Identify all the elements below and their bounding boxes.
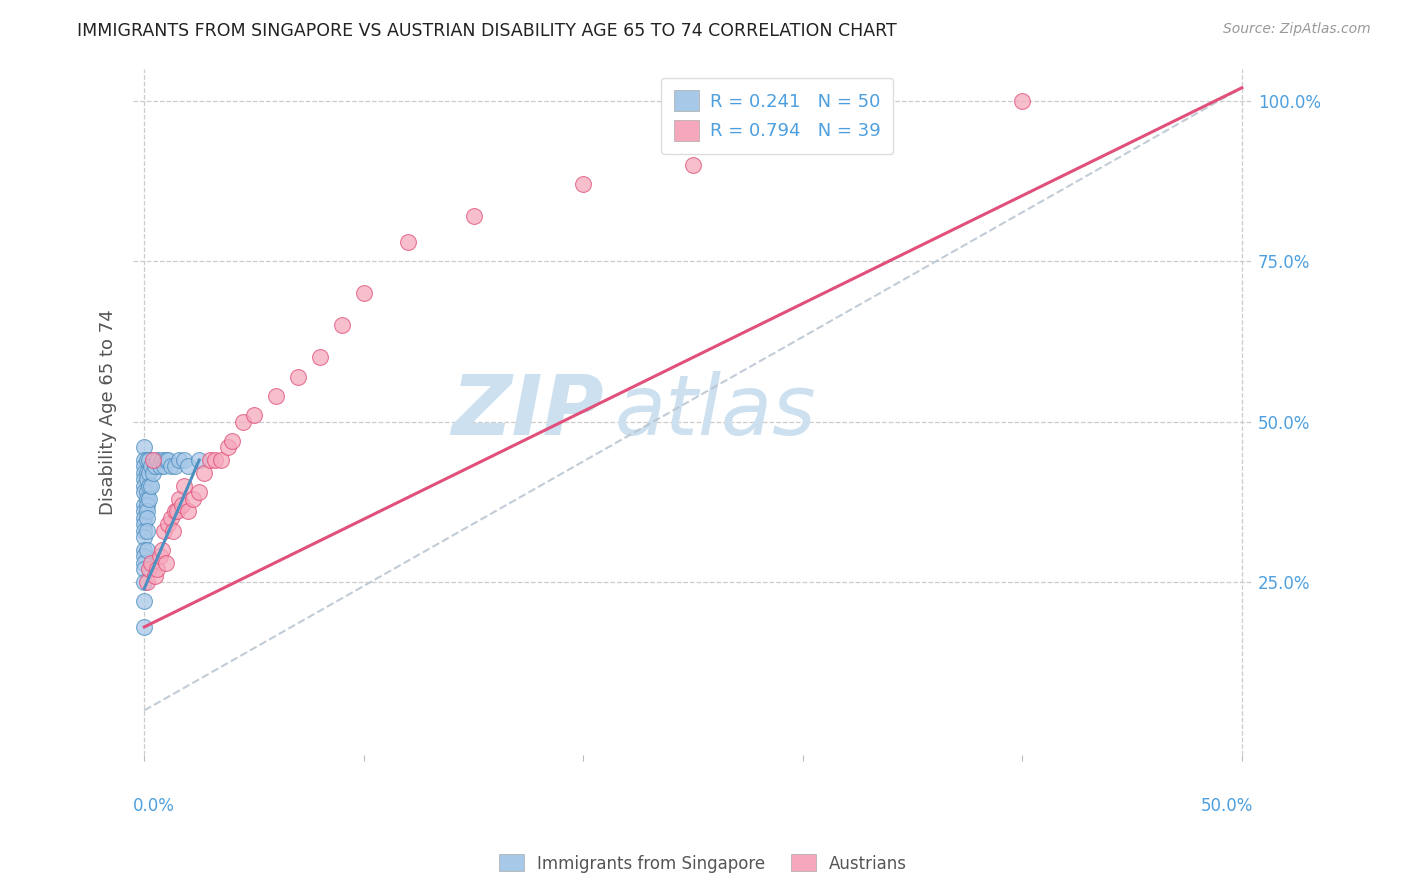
Point bbox=[135, 466, 157, 480]
Point bbox=[143, 568, 166, 582]
Point bbox=[138, 491, 160, 506]
Point bbox=[181, 491, 204, 506]
Point bbox=[134, 485, 156, 500]
Point bbox=[170, 498, 193, 512]
Point bbox=[134, 472, 156, 486]
Text: IMMIGRANTS FROM SINGAPORE VS AUSTRIAN DISABILITY AGE 65 TO 74 CORRELATION CHART: IMMIGRANTS FROM SINGAPORE VS AUSTRIAN DI… bbox=[77, 22, 897, 40]
Point bbox=[134, 594, 156, 608]
Point bbox=[572, 177, 595, 191]
Point bbox=[138, 562, 160, 576]
Point bbox=[153, 459, 176, 474]
Point bbox=[159, 459, 181, 474]
Point bbox=[173, 479, 195, 493]
Point bbox=[463, 209, 485, 223]
Point bbox=[353, 286, 375, 301]
Point bbox=[150, 543, 173, 558]
Point bbox=[139, 459, 162, 474]
Point bbox=[396, 235, 419, 249]
Point bbox=[134, 511, 156, 525]
Legend: R = 0.241   N = 50, R = 0.794   N = 39: R = 0.241 N = 50, R = 0.794 N = 39 bbox=[661, 78, 893, 153]
Point bbox=[163, 504, 186, 518]
Point bbox=[134, 466, 156, 480]
Point bbox=[166, 504, 188, 518]
Point bbox=[682, 158, 704, 172]
Point bbox=[135, 498, 157, 512]
Point bbox=[264, 389, 287, 403]
Point bbox=[157, 453, 180, 467]
Point bbox=[163, 459, 186, 474]
Point bbox=[146, 562, 169, 576]
Point bbox=[177, 459, 200, 474]
Point bbox=[135, 543, 157, 558]
Point bbox=[134, 620, 156, 634]
Point bbox=[135, 453, 157, 467]
Text: Source: ZipAtlas.com: Source: ZipAtlas.com bbox=[1223, 22, 1371, 37]
Point bbox=[173, 453, 195, 467]
Point bbox=[134, 549, 156, 564]
Text: 50.0%: 50.0% bbox=[1201, 797, 1253, 814]
Point bbox=[134, 562, 156, 576]
Point bbox=[134, 504, 156, 518]
Point bbox=[155, 556, 177, 570]
Point bbox=[134, 498, 156, 512]
Legend: Immigrants from Singapore, Austrians: Immigrants from Singapore, Austrians bbox=[492, 847, 914, 880]
Point bbox=[204, 453, 226, 467]
Point bbox=[198, 453, 221, 467]
Text: atlas: atlas bbox=[614, 371, 817, 452]
Point bbox=[159, 511, 181, 525]
Point bbox=[135, 524, 157, 538]
Point bbox=[134, 453, 156, 467]
Point bbox=[142, 466, 165, 480]
Point bbox=[143, 459, 166, 474]
Point bbox=[135, 575, 157, 590]
Point bbox=[138, 479, 160, 493]
Point bbox=[135, 485, 157, 500]
Point bbox=[193, 466, 215, 480]
Point bbox=[134, 575, 156, 590]
Point bbox=[169, 453, 191, 467]
Point bbox=[153, 524, 176, 538]
Point bbox=[150, 453, 173, 467]
Point bbox=[135, 491, 157, 506]
Point bbox=[142, 453, 165, 467]
Point bbox=[146, 453, 169, 467]
Point bbox=[330, 318, 353, 333]
Point bbox=[134, 524, 156, 538]
Point bbox=[209, 453, 232, 467]
Point bbox=[134, 440, 156, 454]
Point bbox=[287, 369, 309, 384]
Point bbox=[149, 549, 172, 564]
Point bbox=[135, 511, 157, 525]
Point bbox=[139, 479, 162, 493]
Point bbox=[138, 453, 160, 467]
Point bbox=[232, 415, 254, 429]
Point bbox=[134, 479, 156, 493]
Point bbox=[217, 440, 239, 454]
Point bbox=[188, 453, 211, 467]
Point bbox=[134, 543, 156, 558]
Point bbox=[1011, 94, 1033, 108]
Point bbox=[134, 517, 156, 532]
Point bbox=[309, 351, 332, 365]
Point bbox=[135, 472, 157, 486]
Point bbox=[139, 556, 162, 570]
Point bbox=[134, 530, 156, 544]
Text: 0.0%: 0.0% bbox=[134, 797, 176, 814]
Point bbox=[155, 453, 177, 467]
Point bbox=[243, 408, 266, 422]
Y-axis label: Disability Age 65 to 74: Disability Age 65 to 74 bbox=[100, 309, 117, 515]
Point bbox=[188, 485, 211, 500]
Point bbox=[162, 524, 184, 538]
Point bbox=[157, 517, 180, 532]
Point bbox=[134, 556, 156, 570]
Text: ZIP: ZIP bbox=[451, 371, 603, 452]
Point bbox=[134, 459, 156, 474]
Point bbox=[135, 504, 157, 518]
Point bbox=[149, 459, 172, 474]
Point bbox=[177, 504, 200, 518]
Point bbox=[138, 466, 160, 480]
Point bbox=[169, 491, 191, 506]
Point bbox=[221, 434, 243, 448]
